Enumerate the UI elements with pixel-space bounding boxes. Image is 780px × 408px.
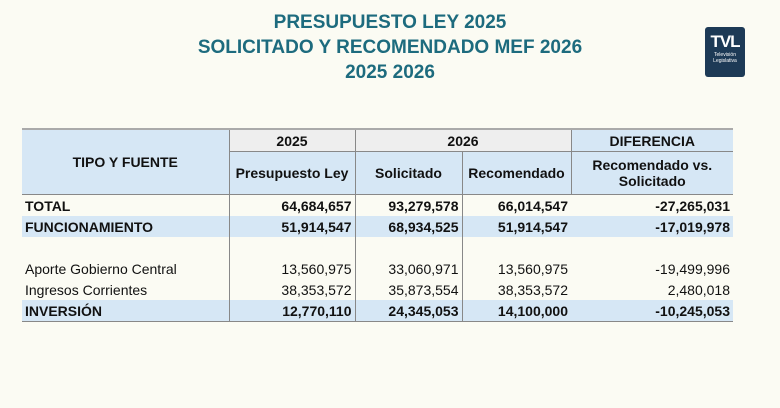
table-row: TOTAL 64,684,657 93,279,578 66,014,547 -… bbox=[22, 194, 733, 216]
budget-table: TIPO Y FUENTE 2025 2026 DIFERENCIA Presu… bbox=[22, 128, 733, 322]
cell: 35,873,554 bbox=[354, 279, 462, 300]
header-solicitado: Solicitado bbox=[354, 151, 462, 195]
cell: 2,480,018 bbox=[667, 281, 730, 298]
row-label: TOTAL bbox=[25, 197, 71, 214]
row-label: Ingresos Corrientes bbox=[25, 281, 148, 298]
cell: 13,560,975 bbox=[228, 258, 355, 279]
row-label: Aporte Gobierno Central bbox=[25, 260, 177, 277]
cell: 51,914,547 bbox=[228, 216, 355, 237]
cell: -27,265,031 bbox=[655, 197, 730, 214]
logo-mark: TVL bbox=[710, 32, 740, 51]
cell: 13,560,975 bbox=[461, 258, 571, 279]
header-2026: 2026 bbox=[354, 129, 571, 152]
row-label: FUNCIONAMIENTO bbox=[22, 216, 229, 237]
title-line-2: SOLICITADO Y RECOMENDADO MEF 2026 bbox=[197, 37, 583, 58]
cell: 64,684,657 bbox=[228, 194, 355, 216]
cell: -19,499,996 bbox=[655, 260, 730, 277]
row-label: INVERSIÓN bbox=[22, 300, 229, 322]
header-2025: 2025 bbox=[228, 129, 355, 152]
cell: 51,914,547 bbox=[461, 216, 571, 237]
table-row: INVERSIÓN 12,770,110 24,345,053 14,100,0… bbox=[22, 300, 733, 322]
tvl-logo: TVL Televisión Legislativa bbox=[705, 27, 745, 77]
table-row: Aporte Gobierno Central 13,560,975 33,06… bbox=[22, 258, 733, 279]
cell: -17,019,978 bbox=[571, 216, 733, 237]
logo-line-2: Legislativa bbox=[713, 58, 737, 64]
cell: 66,014,547 bbox=[461, 194, 571, 216]
logo-line-1: Televisión bbox=[714, 52, 736, 58]
cell: 38,353,572 bbox=[461, 279, 571, 300]
title-line-1: PRESUPUESTO LEY 2025 bbox=[273, 12, 507, 33]
header-recomendado: Recomendado bbox=[461, 151, 571, 195]
cell: 24,345,053 bbox=[354, 300, 462, 322]
cell: 93,279,578 bbox=[354, 194, 462, 216]
header-presupuesto: Presupuesto Ley bbox=[228, 151, 355, 195]
cell: 33,060,971 bbox=[354, 258, 462, 279]
title-line-3: 2025 2026 bbox=[345, 62, 435, 83]
cell: 12,770,110 bbox=[228, 300, 355, 322]
cell: -10,245,053 bbox=[571, 300, 733, 322]
table-row: FUNCIONAMIENTO 51,914,547 68,934,525 51,… bbox=[22, 216, 733, 237]
cell: 14,100,000 bbox=[461, 300, 571, 322]
header-dif-sub: Recomendado vs. Solicitado bbox=[570, 151, 733, 195]
cell: 38,353,572 bbox=[228, 279, 355, 300]
cell: 68,934,525 bbox=[354, 216, 462, 237]
table-row: Ingresos Corrientes 38,353,572 35,873,55… bbox=[22, 279, 733, 300]
header-diferencia: DIFERENCIA bbox=[570, 129, 733, 152]
header-tipo: TIPO Y FUENTE bbox=[22, 129, 229, 195]
